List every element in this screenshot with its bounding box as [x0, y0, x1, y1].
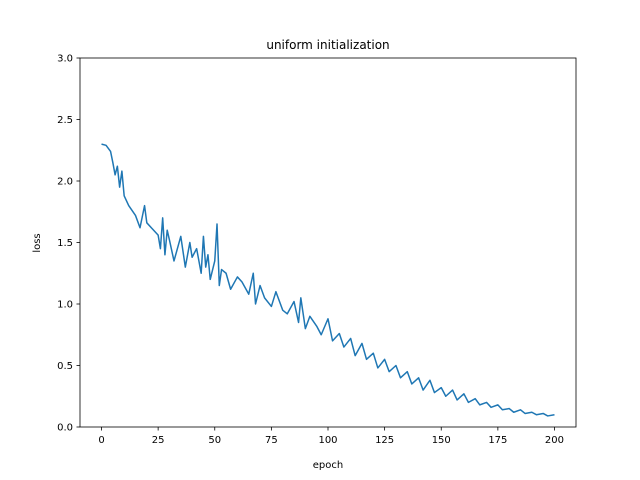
x-tick-label: 75 — [265, 435, 278, 446]
x-tick-label: 50 — [208, 435, 221, 446]
y-tick-label: 2.0 — [57, 177, 73, 188]
y-tick-label: 2.5 — [57, 115, 73, 126]
y-tick-label: 0.5 — [57, 361, 73, 372]
plot-area: 0 25 50 75 100 125 150 175 200 0.0 0.5 1.0 1.5 2.0 2.5… — [57, 54, 577, 446]
x-tick-label: 100 — [318, 435, 337, 446]
x-tick-label: 150 — [432, 435, 451, 446]
x-tick-label: 175 — [488, 435, 507, 446]
x-tick-label: 125 — [375, 435, 394, 446]
y-axis-label: loss — [32, 233, 43, 252]
y-tick-label: 1.5 — [57, 238, 73, 249]
x-tick-label: 200 — [545, 435, 564, 446]
x-tick-label: 25 — [152, 435, 165, 446]
y-tick-label: 3.0 — [57, 54, 73, 65]
y-tick-label: 0.0 — [57, 423, 73, 434]
y-tick-label: 1.0 — [57, 300, 73, 311]
x-axis-label: epoch — [313, 460, 343, 471]
chart-title: uniform initialization — [266, 38, 389, 52]
x-tick-label: 0 — [98, 435, 104, 446]
loss-series-line-0 — [101, 143, 555, 417]
